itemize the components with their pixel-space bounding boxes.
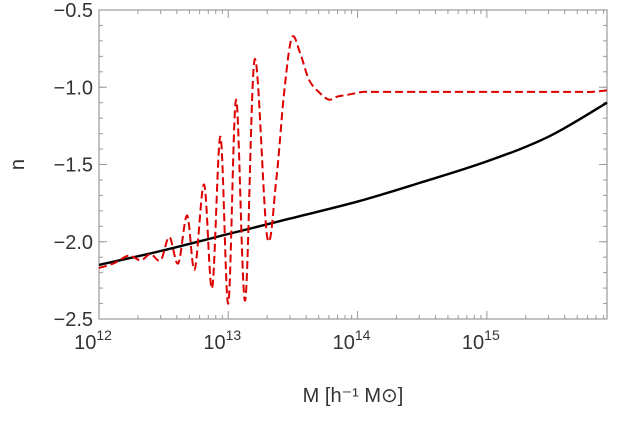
y-tick-label: −2.0 <box>54 232 93 254</box>
y-tick-label: −1.0 <box>54 77 93 99</box>
x-tick-label: 1014 <box>333 327 371 354</box>
x-tick-label: 1015 <box>462 327 500 354</box>
series-line-dashed <box>98 35 608 305</box>
series-line-solid <box>98 101 608 267</box>
y-axis-label: n <box>7 159 29 170</box>
x-tick-label: 1012 <box>74 327 112 354</box>
y-tick-label: −1.5 <box>54 155 93 177</box>
x-tick-label: 1013 <box>203 327 241 354</box>
tick-labels: −2.5 −2.0 −1.5 −1.0 −0.5 1012 1013 1014 1015 <box>54 0 500 354</box>
y-tick-label: −2.5 <box>54 309 93 331</box>
plot-frame <box>98 9 608 320</box>
axis-ticks <box>98 9 607 320</box>
x-axis-label: M [h⁻¹ M⊙] <box>303 385 404 407</box>
y-tick-label: −0.5 <box>54 0 93 22</box>
series-layer <box>98 35 608 305</box>
